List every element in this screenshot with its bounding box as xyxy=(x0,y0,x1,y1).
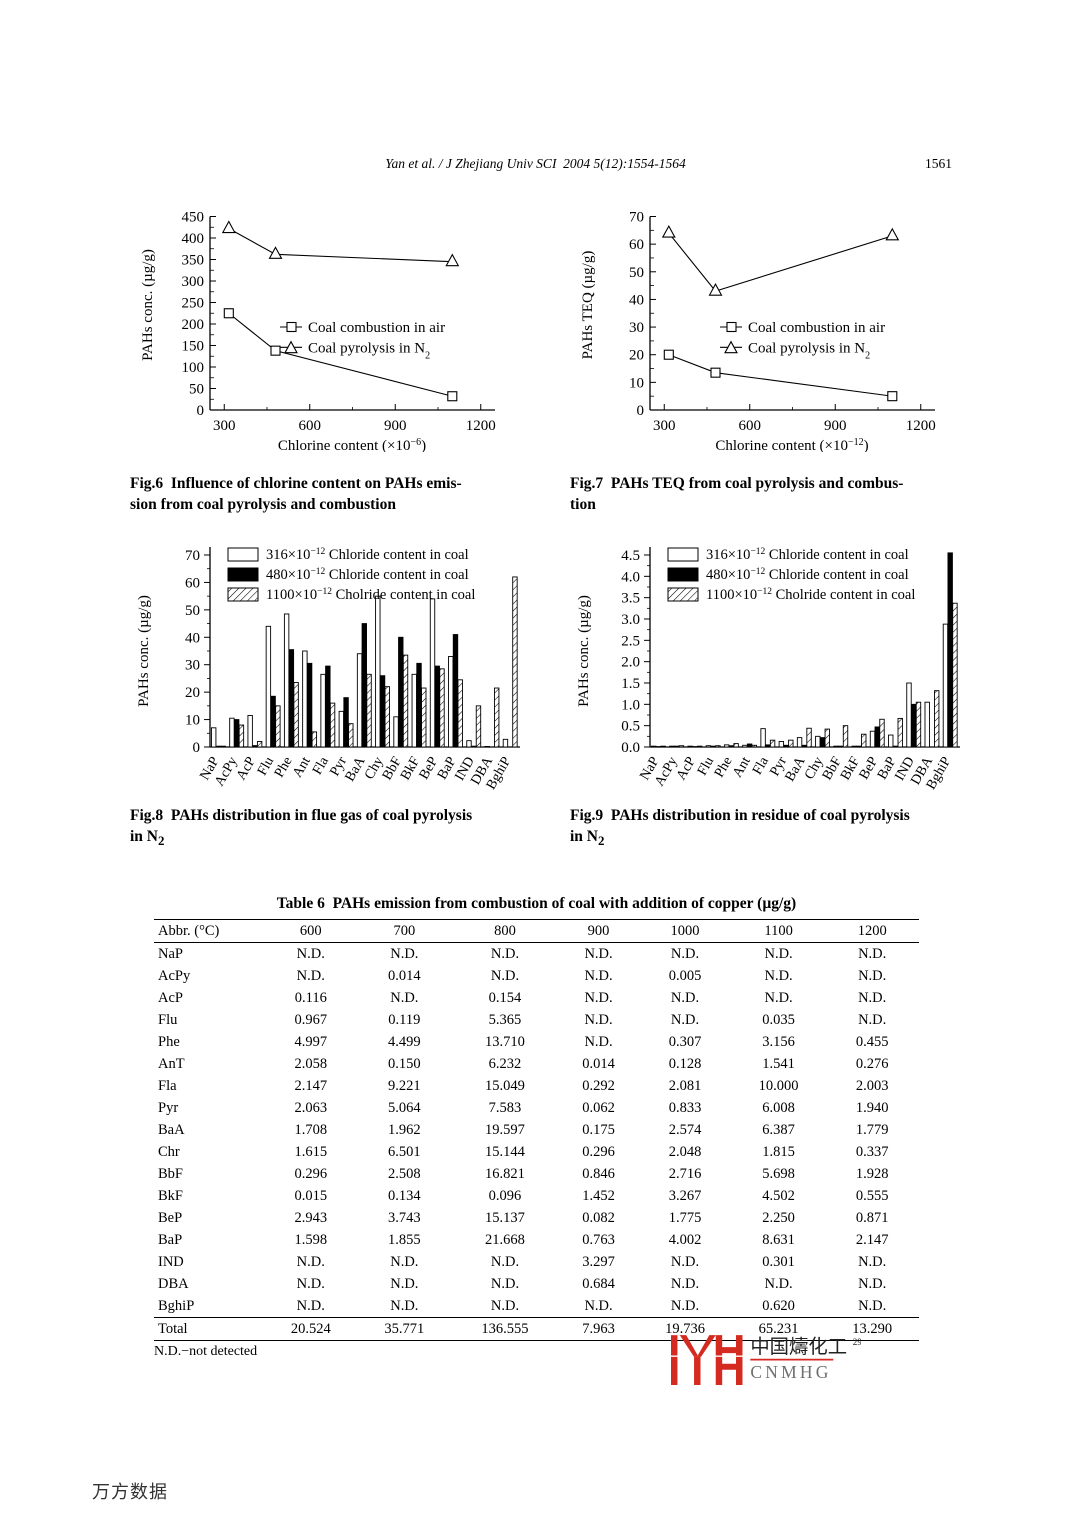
svg-text:50: 50 xyxy=(189,381,204,397)
svg-text:480×10−12 Chloride content in: 480×10−12 Chloride content in coal xyxy=(266,567,469,583)
svg-text:PAHs conc. (µg/g): PAHs conc. (µg/g) xyxy=(136,595,152,707)
svg-text:300: 300 xyxy=(213,418,236,434)
svg-text:250: 250 xyxy=(182,295,205,311)
svg-text:Ant: Ant xyxy=(730,754,754,780)
svg-text:Coal combustion in air: Coal combustion in air xyxy=(308,320,445,336)
svg-text:50: 50 xyxy=(185,603,200,619)
svg-text:600: 600 xyxy=(299,418,322,434)
svg-text:PAHs conc. (µg/g): PAHs conc. (µg/g) xyxy=(140,249,156,361)
svg-text:Coal pyrolysis in N2: Coal pyrolysis in N2 xyxy=(308,340,430,361)
svg-text:Coal combustion in air: Coal combustion in air xyxy=(748,320,885,336)
svg-text:30: 30 xyxy=(629,320,644,336)
svg-text:70: 70 xyxy=(629,209,644,225)
svg-text:Phe: Phe xyxy=(712,755,735,781)
svg-text:480×10−12 Chloride content in: 480×10−12 Chloride content in coal xyxy=(706,567,909,583)
svg-text:60: 60 xyxy=(629,237,644,253)
svg-text:350: 350 xyxy=(182,252,205,268)
svg-text:50: 50 xyxy=(629,264,644,280)
svg-text:1200: 1200 xyxy=(906,418,936,434)
svg-text:Fla: Fla xyxy=(310,754,332,778)
svg-text:900: 900 xyxy=(824,418,847,434)
svg-text:100: 100 xyxy=(182,360,205,376)
svg-text:PAHs conc. (µg/g): PAHs conc. (µg/g) xyxy=(576,595,592,707)
svg-text:900: 900 xyxy=(384,418,407,434)
svg-text:316×10−12 Chloride content in: 316×10−12 Chloride content in coal xyxy=(706,547,909,563)
svg-text:200: 200 xyxy=(182,317,205,333)
svg-text:Phe: Phe xyxy=(272,755,295,781)
svg-text:40: 40 xyxy=(185,630,200,646)
svg-text:Fla: Fla xyxy=(750,754,772,778)
svg-text:10: 10 xyxy=(185,713,200,729)
svg-text:0: 0 xyxy=(637,403,645,419)
svg-text:Chlorine content (×10−12): Chlorine content (×10−12) xyxy=(715,436,868,452)
svg-text:70: 70 xyxy=(185,548,200,564)
svg-text:300: 300 xyxy=(653,418,676,434)
svg-text:1.0: 1.0 xyxy=(621,697,640,713)
svg-text:150: 150 xyxy=(182,338,205,354)
svg-text:600: 600 xyxy=(739,418,762,434)
svg-text:0: 0 xyxy=(193,740,201,756)
svg-text:2.0: 2.0 xyxy=(621,655,640,671)
svg-text:300: 300 xyxy=(182,274,205,290)
svg-text:Ant: Ant xyxy=(290,754,314,780)
svg-text:4.0: 4.0 xyxy=(621,569,640,585)
svg-text:400: 400 xyxy=(182,231,205,247)
svg-text:0: 0 xyxy=(197,403,205,419)
svg-text:1100×10−12 Cholride content in: 1100×10−12 Cholride content in coal xyxy=(706,587,915,603)
svg-text:316×10−12 Chloride content in: 316×10−12 Chloride content in coal xyxy=(266,547,469,563)
svg-text:0.0: 0.0 xyxy=(621,740,640,756)
svg-text:0.5: 0.5 xyxy=(621,719,640,735)
svg-text:PAHs TEQ (µg/g): PAHs TEQ (µg/g) xyxy=(580,250,596,359)
svg-text:1100×10−12 Cholride content in: 1100×10−12 Cholride content in coal xyxy=(266,587,475,603)
svg-text:CNMHG: CNMHG xyxy=(750,1362,831,1382)
svg-text:20: 20 xyxy=(629,347,644,363)
svg-text:30: 30 xyxy=(185,658,200,674)
svg-text:2.5: 2.5 xyxy=(621,633,640,649)
svg-text:10: 10 xyxy=(629,375,644,391)
svg-text:1.5: 1.5 xyxy=(621,676,640,692)
svg-text:3.5: 3.5 xyxy=(621,591,640,607)
svg-text:450: 450 xyxy=(182,209,205,225)
svg-text:Chlorine content (×10−6): Chlorine content (×10−6) xyxy=(278,436,426,452)
svg-text:60: 60 xyxy=(185,575,200,591)
svg-text:4.5: 4.5 xyxy=(621,548,640,564)
svg-text:20: 20 xyxy=(185,685,200,701)
svg-text:40: 40 xyxy=(629,292,644,308)
svg-text:中国燽化工: 中国燽化工 xyxy=(750,1336,847,1358)
svg-text:3.0: 3.0 xyxy=(621,612,640,628)
svg-text:Coal pyrolysis in N2: Coal pyrolysis in N2 xyxy=(748,340,870,361)
svg-text:290: 290 xyxy=(853,1337,861,1347)
svg-text:1200: 1200 xyxy=(466,418,496,434)
